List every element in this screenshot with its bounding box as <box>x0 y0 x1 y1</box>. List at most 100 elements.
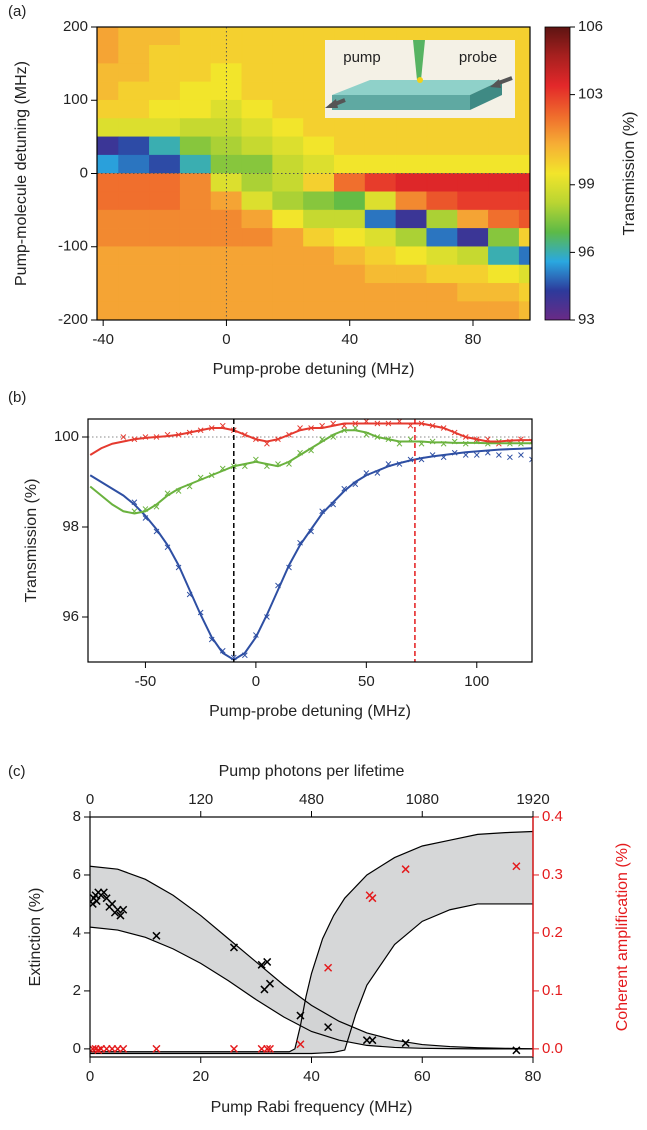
heatmap-cell <box>118 209 150 229</box>
heatmap-cell <box>518 246 530 266</box>
band-edge <box>90 830 533 1053</box>
heatmap-cell <box>426 301 458 320</box>
y-axis-label: Extinction (%) <box>27 888 44 987</box>
data-point <box>265 979 274 988</box>
heatmap-cell <box>334 118 366 138</box>
heatmap-cell <box>97 301 119 320</box>
heatmap-cell <box>457 118 489 138</box>
heatmap-cell <box>97 209 119 229</box>
y-tick-label: -100 <box>58 238 88 255</box>
heatmap-cell <box>118 99 150 119</box>
heatmap-cell <box>118 136 150 156</box>
data-point <box>324 1023 333 1032</box>
heatmap-cell <box>364 246 397 266</box>
heatmap-cell <box>272 209 304 229</box>
heatmap-cell <box>426 191 458 211</box>
heatmap-cell <box>118 173 150 193</box>
heatmap-cell <box>210 283 243 302</box>
heatmap-cell <box>518 45 530 64</box>
heatmap-cell <box>118 264 150 284</box>
band-edge <box>90 903 533 1055</box>
heatmap-cell <box>518 173 530 193</box>
heatmap-cell <box>272 99 304 119</box>
heatmap-cell <box>149 209 181 229</box>
inset-label: pump <box>343 49 381 66</box>
data-point <box>263 957 272 966</box>
heatmap-cell <box>488 173 520 193</box>
heatmap-cell <box>241 173 273 193</box>
data-point <box>229 1044 239 1053</box>
heatmap-cell <box>395 228 428 248</box>
heatmap-cell <box>149 246 181 266</box>
y-tick-label: 6 <box>73 866 81 883</box>
heatmap-cell <box>488 209 520 229</box>
heatmap-cell <box>118 81 150 101</box>
heatmap-cell <box>518 191 530 211</box>
heatmap-cell <box>518 301 530 320</box>
heatmap-cell <box>426 283 458 302</box>
heatmap-cell <box>457 228 489 248</box>
heatmap-cell <box>241 246 273 266</box>
heatmap-cell <box>272 301 304 320</box>
heatmap-cell <box>179 209 212 229</box>
heatmap-cell <box>518 228 530 248</box>
heatmap-cell <box>97 118 119 138</box>
heatmap-cell <box>488 136 520 156</box>
heatmap-cell <box>97 63 119 83</box>
heatmap-cell <box>97 246 119 266</box>
heatmap-cell <box>179 45 212 64</box>
y2-tick-label: 0.1 <box>542 982 563 999</box>
data-point <box>401 865 410 874</box>
data-point <box>119 1044 128 1053</box>
heatmap-cell <box>149 283 181 302</box>
heatmap-cell <box>518 81 530 101</box>
heatmap-cell <box>97 154 119 174</box>
data-point <box>99 888 108 897</box>
heatmap-cell <box>272 45 304 64</box>
heatmap-cell <box>303 173 335 193</box>
y-tick-label: 0 <box>80 164 88 181</box>
heatmap-cell <box>303 136 335 156</box>
heatmap-cell <box>518 136 530 156</box>
heatmap-cell <box>149 191 181 211</box>
heatmap-cell <box>272 246 304 266</box>
heatmap-cell <box>179 118 212 138</box>
heatmap-cell <box>97 191 119 211</box>
heatmap-cell <box>149 228 181 248</box>
plot-body <box>90 830 533 1055</box>
heatmap-cell <box>488 118 520 138</box>
heatmap-cell <box>241 228 273 248</box>
data-point <box>324 963 333 972</box>
heatmap-cell <box>303 246 335 266</box>
data-point <box>368 1036 377 1045</box>
heatmap-cell <box>334 301 366 320</box>
heatmap-cell <box>303 191 335 211</box>
heatmap-cell <box>241 99 273 119</box>
y-tick-label: 98 <box>62 518 79 535</box>
heatmap-cell <box>364 228 397 248</box>
heatmap-cell <box>518 63 530 83</box>
heatmap-cell <box>179 99 212 119</box>
colorbar <box>544 26 571 321</box>
data-point <box>368 894 377 903</box>
data-point <box>473 452 480 458</box>
data-point <box>296 1040 305 1049</box>
heatmap-cell <box>149 63 181 83</box>
heatmap-cell <box>149 81 181 101</box>
heatmap-cell <box>179 81 212 101</box>
heatmap-cell <box>97 81 119 101</box>
heatmap-cell <box>179 173 212 193</box>
heatmap-cell <box>272 191 304 211</box>
data-point <box>120 434 127 440</box>
y2-tick-label: 0.0 <box>542 1040 563 1057</box>
colorbar-tick-label: 106 <box>578 18 603 35</box>
fit-line <box>89 422 532 456</box>
heatmap-cell <box>457 209 489 229</box>
x-tick-label: -50 <box>135 673 157 690</box>
heatmap-cell <box>334 228 366 248</box>
heatmap-cell <box>149 173 181 193</box>
x2-axis-label: Pump photons per lifetime <box>219 763 405 780</box>
heatmap-cell <box>334 154 366 174</box>
heatmap-cell <box>97 45 119 64</box>
x-tick-label: 40 <box>341 331 358 348</box>
